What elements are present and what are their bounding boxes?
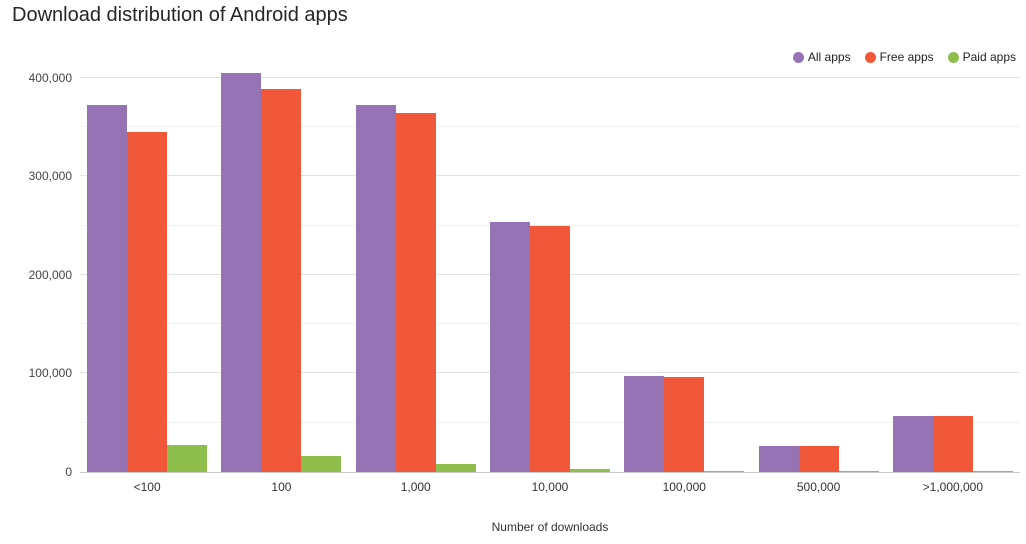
x-axis-tick-label: 500,000 <box>796 480 841 494</box>
bar-all-apps-100[interactable] <box>221 72 262 472</box>
x-axis-tick-label: >1,000,000 <box>922 480 984 494</box>
x-axis-tick-label: 10,000 <box>531 480 569 494</box>
bar-group-100-000 <box>617 58 751 472</box>
y-axis-tick-label: 400,000 <box>28 70 72 85</box>
legend-item-free-apps[interactable]: Free apps <box>864 50 934 64</box>
bar-paid-apps-1-000[interactable] <box>435 464 476 472</box>
bar-free-apps-10-000[interactable] <box>529 225 570 472</box>
y-axis-labels: 0 100,000 200,000 300,000 400,000 <box>0 58 72 479</box>
bar-free-apps-100-000[interactable] <box>664 377 705 472</box>
plot-area <box>80 58 1020 473</box>
bar-free-apps-100[interactable] <box>261 88 302 472</box>
chart-title: Download distribution of Android apps <box>12 4 348 26</box>
bar-group-100 <box>80 58 214 472</box>
bar-all-apps-10-000[interactable] <box>489 221 530 472</box>
legend-item-label: Paid apps <box>962 50 1016 64</box>
bar-free-apps-1-000-000[interactable] <box>932 415 973 472</box>
gridline <box>80 76 1020 78</box>
legend-item-label: All apps <box>807 50 851 64</box>
y-axis-tick-label: 0 <box>65 465 72 479</box>
bar-group-1-000-000 <box>886 58 1020 472</box>
x-axis-labels: <100 100 1,000 10,000 100,000 500,000 >1,000,0… <box>80 480 1020 496</box>
bar-paid-apps-1-000-000[interactable] <box>972 471 1013 472</box>
legend-item-all-apps[interactable]: All apps <box>792 50 851 64</box>
legend-dot-icon <box>947 51 959 63</box>
x-axis-tick-label: <100 <box>133 480 161 494</box>
legend-dot-icon <box>792 51 804 63</box>
bar-group-1-000 <box>349 58 483 472</box>
bar-free-apps-1-000[interactable] <box>395 113 436 472</box>
bar-paid-apps-100[interactable] <box>301 456 342 472</box>
x-axis-tick-label: 100,000 <box>662 480 706 494</box>
y-axis-tick-label: 300,000 <box>28 169 72 184</box>
legend: All apps Free apps Paid apps <box>792 50 1016 64</box>
bar-paid-apps-500-000[interactable] <box>838 471 879 472</box>
x-axis-tick-label: 100 <box>271 480 292 494</box>
bar-free-apps-500-000[interactable] <box>798 446 839 472</box>
bar-group-100 <box>214 58 348 472</box>
legend-item-label: Free apps <box>879 50 934 64</box>
gridline <box>80 224 1020 226</box>
y-axis-tick-label: 100,000 <box>28 366 72 381</box>
x-axis-title: Number of downloads <box>491 520 609 534</box>
bar-all-apps-1-000-000[interactable] <box>892 415 933 472</box>
legend-item-paid-apps[interactable]: Paid apps <box>947 50 1016 64</box>
bar-all-apps-100[interactable] <box>87 105 128 472</box>
bar-paid-apps-100[interactable] <box>167 445 208 472</box>
x-axis-tick-label: 1,000 <box>400 480 431 494</box>
bar-paid-apps-10-000[interactable] <box>569 469 610 472</box>
bar-all-apps-1-000[interactable] <box>355 105 396 472</box>
bar-free-apps-100[interactable] <box>127 131 168 472</box>
bar-group-10-000 <box>483 58 617 472</box>
bar-group-500-000 <box>751 58 885 472</box>
legend-dot-icon <box>864 51 876 63</box>
bar-all-apps-500-000[interactable] <box>758 446 799 472</box>
y-axis-tick-label: 200,000 <box>28 267 72 282</box>
bar-all-apps-100-000[interactable] <box>624 376 665 472</box>
bar-paid-apps-100-000[interactable] <box>704 470 745 472</box>
gridline <box>80 126 1020 127</box>
gridline <box>80 175 1020 177</box>
